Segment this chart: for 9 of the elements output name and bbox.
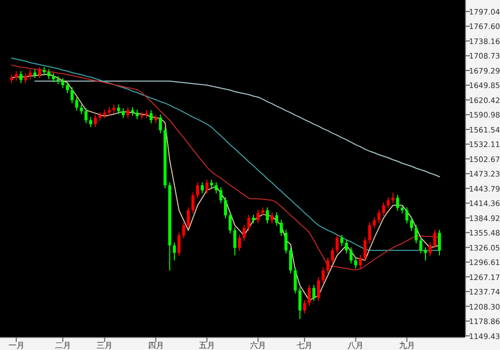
- x-tick-label: 六月: [250, 341, 266, 350]
- x-tick-label: 一月: [8, 341, 24, 350]
- x-tick-label: 九月: [398, 341, 415, 350]
- x-tick-label: 三月: [96, 341, 113, 350]
- x-tick-label: 八月: [348, 341, 364, 350]
- x-tick-label: 七月: [296, 341, 313, 350]
- x-tick-label: 五月: [198, 341, 215, 350]
- x-tick-label: 四月: [148, 341, 164, 350]
- x-tick-label: 二月: [54, 341, 71, 350]
